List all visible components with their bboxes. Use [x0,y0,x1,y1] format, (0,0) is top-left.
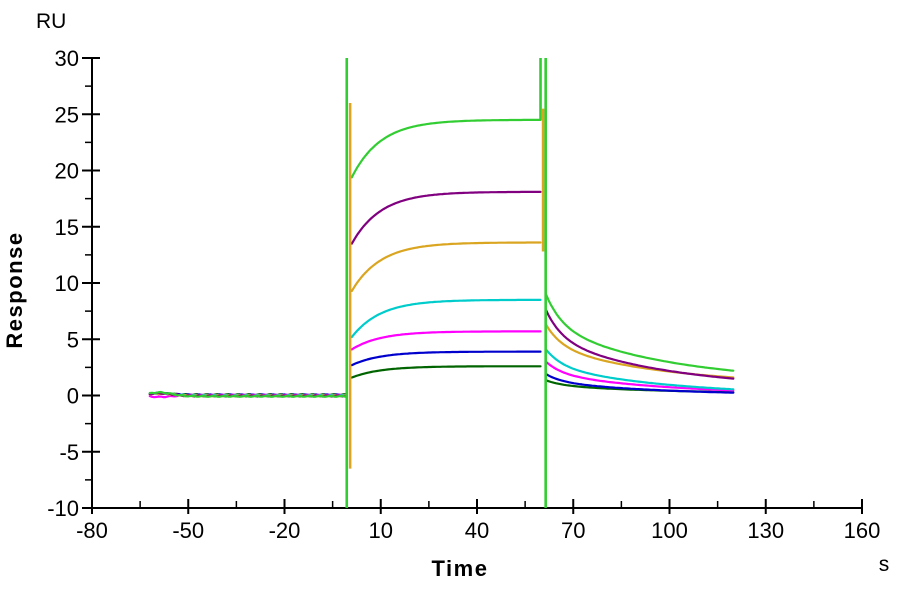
series-association-curve-2 [350,190,542,245]
x-axis-title: Time [432,556,489,581]
series-baseline-curve-1-highest [148,390,347,398]
x-tick-label: -20 [269,518,301,543]
x-tick-label: 130 [747,518,784,543]
y-tick-label: -5 [59,440,79,465]
y-unit-label: RU [36,10,66,33]
series-dissociation-curve-6 [544,373,735,394]
x-tick-label: 160 [844,518,881,543]
x-tick-label: 40 [465,518,489,543]
y-tick-label: 10 [55,271,79,296]
series-dissociation-curve-5 [544,360,735,392]
data-curves [148,118,735,399]
series-association-curve-3 [350,241,542,292]
y-tick-label: 15 [55,215,79,240]
y-tick-label: 5 [67,327,79,352]
series-dissociation-curve-2 [544,308,735,380]
y-tick-label: 0 [67,384,79,409]
y-axis-title: Response [2,231,27,348]
y-tick-label: -10 [47,496,79,521]
series-dissociation-curve-4 [544,348,735,391]
x-tick-label: 100 [651,518,688,543]
y-tick-label: 30 [55,46,79,71]
series-dissociation-curve-1-highest [544,293,735,372]
series-association-curve-1-highest [350,118,542,179]
series-association-curve-4 [350,298,542,339]
series-association-curve-5 [350,330,542,351]
series-association-curve-7-lowest [350,365,542,379]
x-tick-label: 70 [561,518,585,543]
injection-spikes [345,58,547,508]
y-tick-label: 20 [55,159,79,184]
x-unit-label: s [879,553,890,576]
series-association-curve-6 [350,350,542,367]
x-tick-label: -80 [76,518,108,543]
x-tick-label: -50 [172,518,204,543]
x-tick-label: 10 [369,518,393,543]
y-tick-label: 25 [55,102,79,127]
